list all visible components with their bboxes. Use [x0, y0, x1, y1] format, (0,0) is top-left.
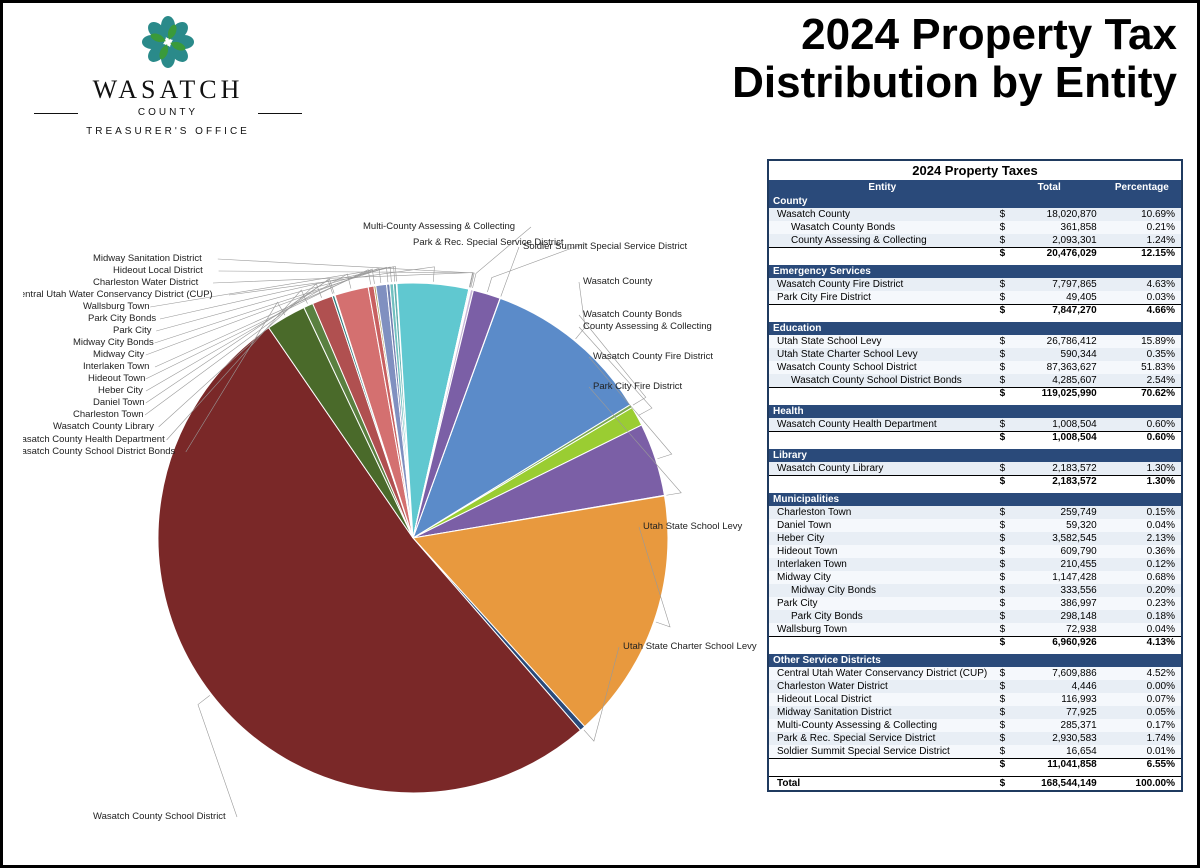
pie-label: Park City Bonds [88, 313, 156, 324]
pie-label: Hideout Town [88, 373, 145, 384]
pie-label: Wasatch County School District Bonds [23, 446, 176, 457]
pie-label: Park City [113, 325, 152, 336]
pie-label: Midway Sanitation District [93, 253, 202, 264]
table-title: 2024 Property Taxes [769, 161, 1181, 180]
pie-label: Multi-County Assessing & Collecting [363, 221, 515, 232]
logo-icon [133, 11, 203, 73]
pie-label: Interlaken Town [83, 361, 149, 372]
pie-label: Soldier Summit Special Service District [523, 241, 688, 252]
pie-chart-area: Wasatch County Wasatch County BondsCounty… [23, 203, 763, 843]
logo-office-text: TREASURER'S OFFICE [38, 126, 298, 137]
pie-label: Wasatch County Health Department [23, 434, 165, 445]
pie-label: Central Utah Water Conservancy District … [23, 289, 213, 300]
pie-label: Hideout Local District [113, 265, 203, 276]
pie-label: Wasatch County [583, 276, 653, 287]
pie-label: County Assessing & Collecting [583, 321, 712, 332]
title-line-1: 2024 Property Tax [732, 11, 1177, 59]
pie-label: Wasatch County School District [93, 811, 226, 822]
pie-label: Wasatch County Bonds [583, 309, 682, 320]
pie-label: Wallsburg Town [83, 301, 150, 312]
page-title: 2024 Property Tax Distribution by Entity [732, 11, 1177, 108]
tax-table: 2024 Property Taxes EntityTotalPercentag… [767, 159, 1183, 792]
logo-sub-text: COUNTY [38, 107, 298, 118]
title-line-2: Distribution by Entity [732, 59, 1177, 107]
pie-label: Park City Fire District [593, 381, 683, 392]
pie-label: Wasatch County Library [53, 421, 154, 432]
pie-label: Daniel Town [93, 397, 145, 408]
pie-label: Charleston Water District [93, 277, 199, 288]
tax-table-body: EntityTotalPercentageCountyWasatch Count… [769, 180, 1181, 790]
pie-label: Utah State School Levy [643, 521, 743, 532]
logo-main-text: WASATCH [38, 75, 298, 105]
pie-label: Heber City [98, 385, 143, 396]
header: WASATCH COUNTY TREASURER'S OFFICE 2024 P… [3, 11, 1197, 171]
pie-label: Charleston Town [73, 409, 144, 420]
pie-label: Midway City [93, 349, 144, 360]
logo-block: WASATCH COUNTY TREASURER'S OFFICE [38, 11, 298, 137]
pie-label: Midway City Bonds [73, 337, 154, 348]
pie-chart: Wasatch County Wasatch County BondsCounty… [23, 203, 763, 863]
pie-label: Wasatch County Fire District [593, 351, 713, 362]
pie-label: Utah State Charter School Levy [623, 641, 757, 652]
